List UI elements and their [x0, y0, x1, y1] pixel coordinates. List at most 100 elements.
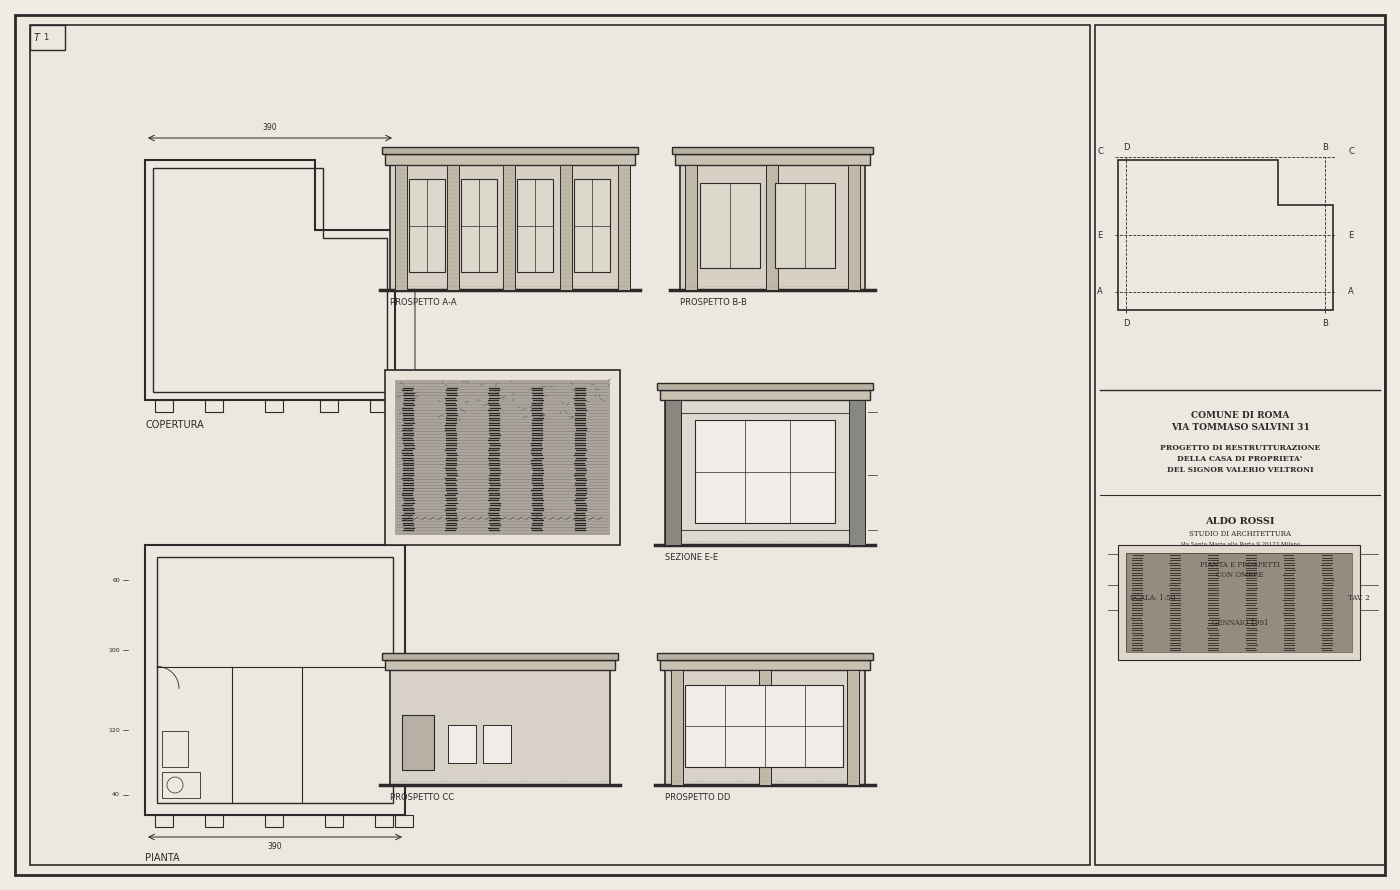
Bar: [382, 653, 617, 660]
Text: Via Santa Maria alla Porta 9 20123 Milano: Via Santa Maria alla Porta 9 20123 Milan…: [1180, 541, 1301, 546]
Text: D: D: [1123, 142, 1130, 151]
Bar: [1126, 553, 1352, 652]
Text: PROSPETTO CC: PROSPETTO CC: [391, 793, 454, 802]
Text: 390: 390: [267, 842, 283, 851]
Bar: [1095, 25, 1385, 865]
Bar: [657, 383, 874, 390]
Text: COPERTURA: COPERTURA: [146, 420, 204, 430]
Bar: [700, 183, 760, 268]
Text: DEL SIGNOR VALERIO VELTRONI: DEL SIGNOR VALERIO VELTRONI: [1166, 466, 1313, 474]
Bar: [162, 731, 188, 767]
Bar: [382, 147, 638, 154]
Text: CON OMBRE: CON OMBRE: [1217, 571, 1264, 579]
Bar: [395, 815, 413, 827]
Text: GENNAIO 1991: GENNAIO 1991: [1212, 619, 1268, 627]
Text: A: A: [1098, 287, 1103, 296]
Bar: [204, 400, 223, 412]
Bar: [155, 815, 174, 827]
Bar: [766, 165, 778, 290]
Bar: [447, 165, 459, 290]
Text: PIANTA: PIANTA: [146, 853, 179, 863]
Text: 390: 390: [263, 123, 277, 132]
Bar: [385, 400, 403, 412]
Text: VIA TOMMASO SALVINI 31: VIA TOMMASO SALVINI 31: [1170, 423, 1309, 432]
Bar: [325, 815, 343, 827]
Text: PROGETTO DI RESTRUTTURAZIONE: PROGETTO DI RESTRUTTURAZIONE: [1159, 444, 1320, 452]
Text: 1: 1: [43, 34, 49, 43]
Bar: [847, 670, 860, 785]
Bar: [665, 400, 865, 545]
Bar: [685, 165, 697, 290]
Text: B: B: [1322, 142, 1329, 151]
Bar: [461, 179, 497, 272]
Bar: [204, 815, 223, 827]
Bar: [848, 400, 865, 545]
Bar: [321, 400, 337, 412]
Bar: [483, 725, 511, 763]
Bar: [370, 400, 388, 412]
Bar: [395, 165, 407, 290]
Text: TAV. 2: TAV. 2: [1348, 594, 1371, 602]
Text: T: T: [34, 33, 41, 43]
Bar: [672, 147, 874, 154]
Text: C: C: [1098, 148, 1103, 157]
Text: 40: 40: [112, 792, 120, 797]
Text: SEZIONE E-E: SEZIONE E-E: [665, 553, 718, 562]
Bar: [448, 725, 476, 763]
Bar: [385, 660, 615, 670]
Bar: [385, 154, 636, 165]
Bar: [402, 715, 434, 770]
Bar: [155, 400, 174, 412]
Bar: [517, 179, 553, 272]
Bar: [162, 772, 200, 798]
Text: A: A: [1348, 287, 1354, 296]
Bar: [1126, 553, 1352, 652]
Text: SCALA: 1:50: SCALA: 1:50: [1130, 594, 1175, 602]
Text: DELLA CASA DI PROPRIETA': DELLA CASA DI PROPRIETA': [1177, 455, 1302, 463]
Bar: [657, 653, 874, 660]
Bar: [665, 670, 865, 785]
Text: STUDIO DI ARCHITETTURA: STUDIO DI ARCHITETTURA: [1189, 530, 1291, 538]
Bar: [675, 154, 869, 165]
Bar: [391, 165, 630, 290]
Text: PIANTA E PROSPETTI: PIANTA E PROSPETTI: [1200, 561, 1280, 569]
Text: E: E: [1348, 231, 1354, 239]
Bar: [680, 413, 848, 530]
Bar: [265, 400, 283, 412]
Text: 120: 120: [108, 727, 120, 732]
Bar: [685, 685, 843, 767]
Text: PROSPETTO B-B: PROSPETTO B-B: [680, 298, 746, 307]
Bar: [759, 670, 771, 785]
Bar: [375, 815, 393, 827]
Text: E: E: [1098, 231, 1103, 239]
Bar: [395, 380, 610, 535]
Text: COMUNE DI ROMA: COMUNE DI ROMA: [1191, 410, 1289, 419]
Bar: [1119, 545, 1359, 660]
Bar: [391, 670, 610, 785]
Bar: [680, 165, 865, 290]
Bar: [617, 165, 630, 290]
Text: D: D: [1123, 319, 1130, 328]
Bar: [409, 179, 445, 272]
Bar: [574, 179, 610, 272]
Bar: [659, 660, 869, 670]
Text: 390: 390: [423, 272, 433, 287]
Bar: [29, 25, 64, 50]
Bar: [671, 670, 683, 785]
Bar: [265, 815, 283, 827]
Text: 60: 60: [112, 578, 120, 582]
Text: 100: 100: [108, 648, 120, 652]
Bar: [385, 370, 620, 545]
Bar: [29, 25, 1091, 865]
Bar: [776, 183, 834, 268]
Bar: [694, 420, 834, 523]
Text: ALDO ROSSI: ALDO ROSSI: [1205, 517, 1275, 527]
Bar: [503, 165, 515, 290]
Text: C: C: [1348, 148, 1354, 157]
Bar: [560, 165, 573, 290]
Text: PROSPETTO A-A: PROSPETTO A-A: [391, 298, 456, 307]
Bar: [157, 557, 393, 803]
Text: B: B: [1322, 319, 1329, 328]
Bar: [848, 165, 860, 290]
Text: PROSPETTO DD: PROSPETTO DD: [665, 793, 731, 802]
